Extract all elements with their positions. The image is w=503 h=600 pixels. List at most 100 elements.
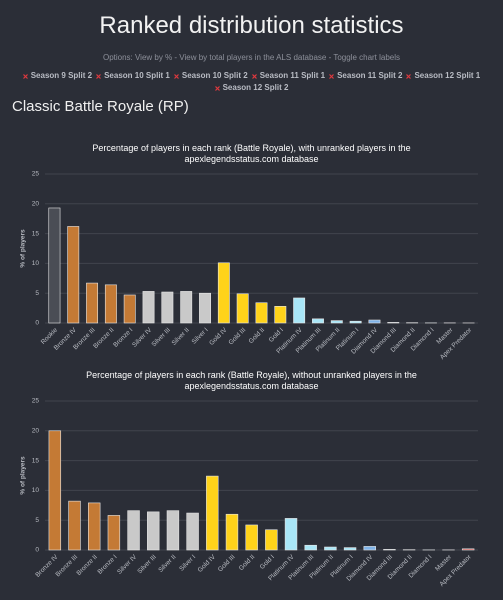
y-tick-label: 5: [35, 290, 39, 297]
chart-title: Percentage of players in each rank (Batt…: [86, 370, 417, 391]
bar: [107, 515, 121, 551]
x-tick-label: Bronze III: [55, 554, 80, 579]
y-tick-label: 0: [35, 547, 39, 554]
bar: [147, 511, 160, 551]
season-label[interactable]: Season 12 Split 1: [414, 71, 481, 80]
y-tick-label: 0: [35, 320, 39, 327]
remove-icon[interactable]: [406, 73, 412, 79]
x-tick-label: Silver III: [136, 554, 158, 576]
bar: [123, 294, 136, 324]
x-tick-label: Silver III: [150, 327, 172, 349]
x-tick-label: Silver I: [191, 327, 210, 346]
x-tick-label: Silver IV: [116, 553, 139, 576]
remove-icon[interactable]: [251, 73, 257, 79]
season-label[interactable]: Season 10 Split 1: [104, 71, 170, 80]
x-tick-label: Silver II: [157, 554, 177, 574]
x-tick-label: Silver IV: [131, 326, 154, 349]
bar: [142, 291, 155, 324]
bar: [199, 292, 211, 324]
y-tick-label: 20: [32, 428, 40, 435]
season-filter[interactable]: Season 9 Split 2: [22, 70, 93, 82]
x-tick-label: Bronze I: [96, 554, 118, 576]
y-axis-label: % of players: [20, 456, 27, 495]
bar: [88, 502, 101, 551]
bar: [363, 546, 376, 551]
season-filter[interactable]: Season 11 Split 2: [329, 70, 402, 82]
x-tick-label: Silver I: [178, 554, 197, 573]
y-tick-label: 25: [32, 171, 40, 178]
y-tick-label: 5: [35, 517, 39, 524]
bar: [293, 297, 306, 324]
y-tick-label: 25: [32, 398, 40, 405]
section-heading: Classic Battle Royale (RP): [12, 98, 189, 115]
bar: [166, 510, 180, 551]
x-tick-label: Gold I: [268, 327, 285, 344]
bar: [161, 291, 174, 324]
bar: [387, 322, 400, 324]
season-filter[interactable]: Season 12 Split 2: [214, 82, 289, 94]
x-tick-label: Bronze I: [112, 327, 134, 349]
season-filters: Season 9 Split 2 Season 10 Split 1 Season …: [10, 70, 493, 94]
y-tick-label: 15: [32, 457, 40, 464]
remove-icon[interactable]: [214, 85, 220, 91]
season-label[interactable]: Season 12 Split 2: [222, 83, 289, 92]
bar: [217, 262, 230, 324]
season-filter[interactable]: Season 12 Split 1: [406, 70, 480, 82]
bar: [86, 282, 99, 324]
bar: [67, 226, 80, 324]
bar: [343, 547, 357, 551]
chart-title: Percentage of players in each rank (Batt…: [92, 143, 411, 164]
season-filter[interactable]: Season 10 Split 1: [96, 70, 170, 82]
y-tick-label: 20: [32, 201, 40, 208]
y-tick-label: 10: [32, 260, 40, 267]
x-tick-label: Bronze II: [75, 554, 98, 577]
x-tick-label: Gold II: [248, 327, 267, 346]
options-links[interactable]: Options: View by % - View by total playe…: [102, 53, 401, 62]
bar: [284, 518, 298, 551]
bar: [48, 430, 62, 551]
y-tick-label: 10: [32, 487, 40, 494]
bar: [265, 529, 278, 551]
bar: [236, 293, 249, 324]
x-tick-label: Gold III: [217, 554, 237, 574]
bar: [255, 302, 268, 324]
y-axis-label: % of players: [20, 229, 27, 268]
bar: [304, 544, 317, 551]
x-tick-label: Gold IV: [208, 326, 229, 347]
y-tick-label: 15: [32, 230, 40, 237]
bar: [330, 320, 343, 324]
bar: [104, 284, 117, 324]
bar: [383, 549, 396, 551]
season-label[interactable]: Season 11 Split 1: [259, 71, 326, 80]
x-tick-label: Silver II: [171, 327, 191, 347]
bar: [349, 320, 362, 324]
remove-icon[interactable]: [329, 73, 335, 79]
remove-icon[interactable]: [173, 73, 179, 79]
x-tick-label: Gold III: [228, 327, 248, 347]
bar: [186, 512, 199, 551]
bar: [68, 500, 81, 551]
bar: [180, 291, 193, 324]
season-filter[interactable]: Season 11 Split 1: [251, 70, 326, 82]
season-filter[interactable]: Season 10 Split 2: [173, 70, 248, 82]
season-label[interactable]: Season 10 Split 2: [181, 71, 248, 80]
x-tick-label: Gold I: [259, 554, 276, 571]
x-tick-label: Bronze II: [92, 327, 115, 350]
remove-icon[interactable]: [96, 73, 102, 79]
bar: [368, 319, 381, 324]
bar: [274, 306, 287, 324]
bar: [312, 318, 324, 324]
bar: [127, 510, 140, 551]
season-label[interactable]: Season 9 Split 2: [30, 71, 93, 80]
season-label[interactable]: Season 11 Split 2: [337, 71, 403, 80]
bar: [245, 524, 258, 551]
bar: [461, 548, 475, 551]
x-tick-label: Gold II: [238, 554, 257, 573]
bar: [324, 546, 337, 551]
remove-icon[interactable]: [22, 73, 28, 79]
x-tick-label: Gold IV: [197, 553, 218, 574]
bar: [206, 475, 219, 551]
bar: [225, 513, 239, 551]
